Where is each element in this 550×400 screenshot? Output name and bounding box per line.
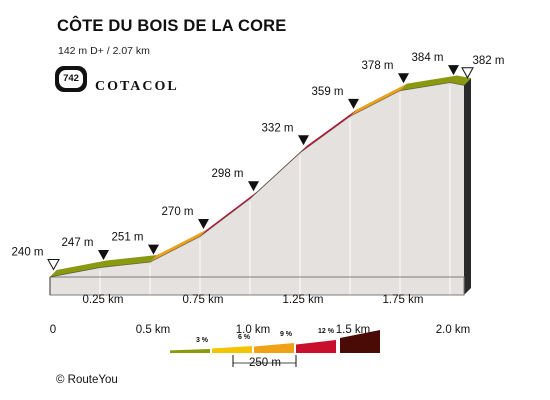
elevation-marker — [448, 65, 459, 76]
cotacol-number-badge: 742 — [55, 66, 87, 92]
legend-gradient-label: 3 % — [196, 337, 209, 344]
x-tick-label: 1.0 km — [236, 324, 271, 336]
legend-gradient-label: 9 % — [280, 331, 293, 338]
elevation-label: 247 m — [62, 237, 94, 249]
elevation-label: 240 m — [12, 247, 44, 259]
elevation-label: 384 m — [412, 52, 444, 64]
endpoint-marker — [461, 67, 474, 79]
page-title: CÔTE DU BOIS DE LA CORE — [57, 17, 287, 35]
elevation-marker — [148, 244, 159, 255]
elevation-label: 251 m — [112, 232, 144, 244]
x-tick-label: 1.5 km — [336, 324, 371, 336]
legend-gradient-label: 12 % — [318, 328, 335, 335]
x-tick-label: 0.25 km — [83, 294, 124, 306]
elevation-marker — [98, 250, 109, 261]
profile-ridge — [49, 82, 465, 278]
elevation-label: 298 m — [212, 168, 244, 180]
x-tick-label: 1.25 km — [283, 294, 324, 306]
copyright-notice: © RouteYou — [56, 374, 118, 386]
elevation-marker — [298, 135, 309, 146]
x-tick-label: 0 — [50, 324, 56, 336]
elevation-marker — [248, 181, 259, 192]
profile-front-face — [50, 82, 464, 295]
legend-color-swatch — [296, 340, 336, 353]
cotacol-brand: COTACOL — [95, 79, 179, 94]
elevation-marker — [198, 219, 209, 229]
x-tick-label: 2.0 km — [436, 324, 471, 336]
legend-color-swatch — [254, 343, 294, 353]
elevation-label: 270 m — [162, 206, 194, 218]
profile-end-face — [464, 78, 471, 295]
elevation-label: 359 m — [312, 86, 344, 98]
x-tick-label: 0.75 km — [183, 294, 224, 306]
legend-scale-label: 250 m — [249, 357, 281, 369]
elevation-label: 332 m — [262, 122, 294, 134]
climb-stats: 142 m D+ / 2.07 km — [58, 45, 150, 57]
elevation-label: 382 m — [473, 55, 505, 67]
legend-color-swatch — [340, 330, 380, 353]
cotacol-number: 742 — [59, 70, 83, 88]
elevation-marker — [398, 73, 409, 84]
elevation-label: 378 m — [362, 60, 394, 72]
endpoint-marker — [47, 259, 60, 271]
x-tick-label: 0.5 km — [136, 324, 171, 336]
legend-color-swatch — [170, 349, 210, 353]
legend-gradient-label: 6 % — [238, 334, 251, 341]
elevation-marker — [348, 98, 359, 109]
legend-color-swatch — [212, 346, 252, 353]
x-tick-label: 1.75 km — [383, 294, 424, 306]
